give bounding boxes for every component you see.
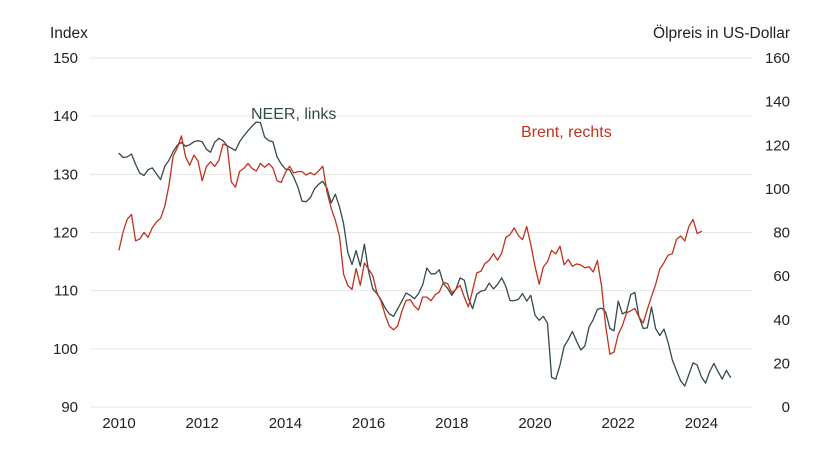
left-axis-tick-label: 140 — [53, 108, 78, 125]
x-axis-tick-label: 2012 — [186, 415, 219, 432]
x-axis-tick-label: 2020 — [518, 415, 551, 432]
right-axis-tick-label: 140 — [765, 94, 790, 111]
left-axis-tick-label: 150 — [53, 50, 78, 67]
x-axis-tick-label: 2010 — [102, 415, 135, 432]
brent-line — [118, 135, 703, 355]
x-axis-tick-label: 2014 — [269, 415, 302, 432]
brent-series-label: Brent, rechts — [521, 124, 612, 141]
neer-line — [118, 121, 732, 387]
left-axis-title: Index — [50, 25, 88, 42]
left-axis-tick-label: 130 — [53, 166, 78, 183]
right-axis-tick-label: 160 — [765, 50, 790, 67]
axes: Index Ölpreis in US-Dollar 90 100 110 120 13… — [50, 24, 790, 432]
right-axis-tick-label: 0 — [782, 399, 790, 416]
right-axis-tick-label: 20 — [773, 355, 790, 372]
x-axis-tick-label: 2016 — [352, 415, 385, 432]
right-axis-title: Ölpreis in US-Dollar — [653, 24, 790, 42]
gridlines — [90, 57, 752, 408]
neer-series-label: NEER, links — [251, 106, 336, 123]
x-axis-tick-label: 2018 — [435, 415, 468, 432]
series-labels: NEER, links Brent, rechts — [251, 106, 612, 141]
left-axis-tick-label: 120 — [53, 225, 78, 242]
x-axis-tick-label: 2022 — [602, 415, 635, 432]
right-axis-tick-label: 80 — [773, 225, 790, 242]
right-axis-tick-label: 60 — [773, 268, 790, 285]
right-axis-tick-label: 120 — [765, 137, 790, 154]
left-axis-tick-label: 100 — [53, 341, 78, 358]
series-lines — [118, 121, 732, 387]
left-axis-tick-label: 110 — [54, 283, 78, 300]
right-axis-tick-label: 40 — [773, 312, 790, 329]
x-axis-tick-label: 2024 — [685, 415, 718, 432]
right-axis-tick-label: 100 — [765, 181, 790, 198]
left-axis-tick-label: 90 — [61, 399, 78, 416]
